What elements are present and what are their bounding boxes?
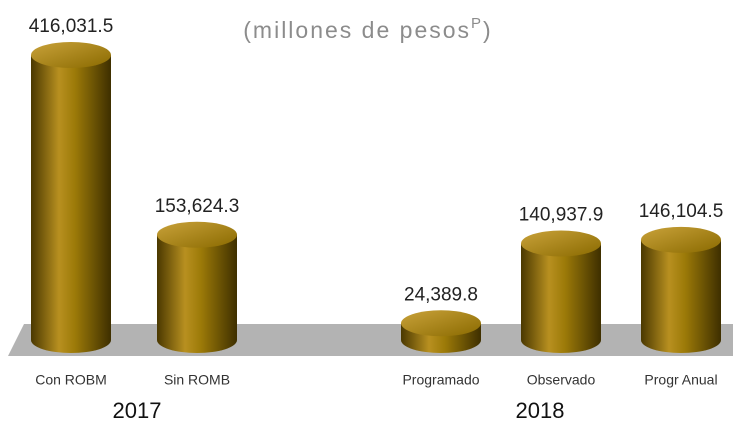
cylinder-body [641, 239, 721, 340]
x-tick-label: Sin ROMB [164, 372, 230, 388]
chart-title: (millones de pesosP) [243, 15, 492, 43]
title-end: ) [483, 17, 493, 43]
cylinder-top [521, 230, 601, 257]
cylinder-top [31, 42, 111, 68]
group-label: 2018 [516, 398, 565, 423]
cylinder-body [157, 234, 237, 340]
title-superscript: P [471, 15, 483, 32]
cylinder-body [521, 243, 601, 340]
group-label: 2017 [113, 398, 162, 423]
value-label: 140,937.9 [519, 204, 604, 225]
cylinder-top [641, 226, 721, 253]
floor [8, 324, 733, 356]
title-text: (millones de pesos [243, 17, 471, 43]
value-label: 416,031.5 [29, 16, 114, 37]
value-label: 24,389.8 [404, 284, 478, 305]
x-tick-label: Con ROBM [35, 372, 107, 388]
cylinder-body [31, 55, 111, 340]
cylinder-top [401, 310, 481, 337]
value-label: 146,104.5 [639, 201, 724, 222]
cylinder-top [157, 221, 237, 248]
value-label: 153,624.3 [155, 196, 240, 217]
x-tick-label: Progr Anual [644, 372, 717, 388]
x-tick-label: Observado [527, 372, 596, 388]
x-tick-label: Programado [402, 372, 479, 388]
